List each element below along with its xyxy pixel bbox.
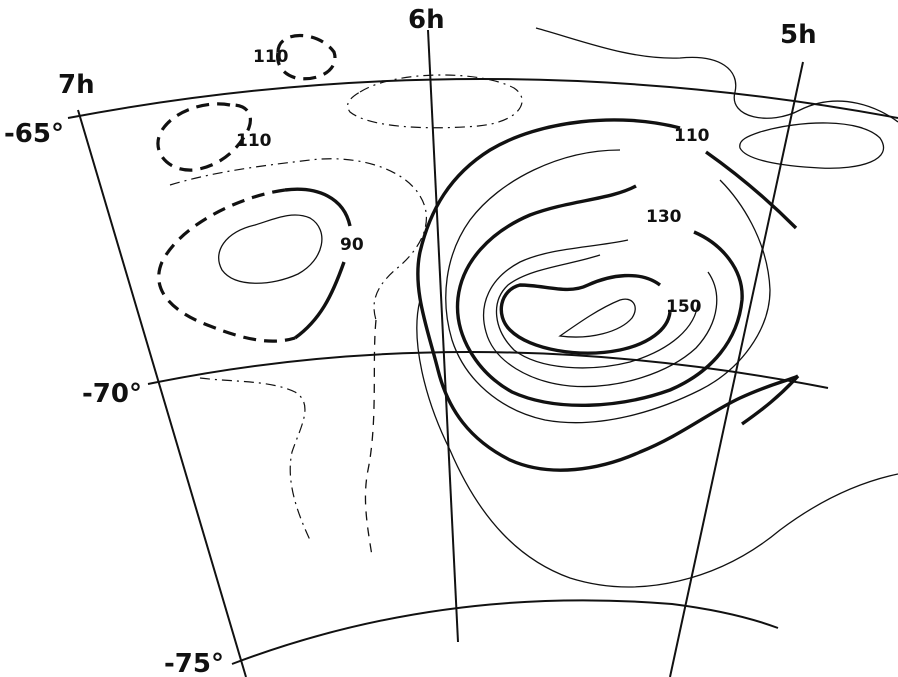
contour-110-main (416, 118, 799, 472)
contour-120 (445, 149, 771, 424)
coordinate-grid (67, 29, 898, 677)
contour-110-lower-right (741, 374, 800, 426)
contour-left-descend (364, 319, 377, 557)
dec-label-minus75: -75° (164, 649, 224, 677)
ra-label-5h: 5h (780, 20, 817, 50)
contour-lower-left (199, 377, 311, 541)
dec-line-minus65 (67, 78, 898, 119)
axis-labels: 7h 6h 5h -65° -70° -75° (4, 5, 817, 677)
contour-150 (499, 273, 672, 355)
contour-upper-right-loop (739, 122, 885, 169)
contours (156, 27, 898, 588)
ra-line-6h (427, 29, 459, 643)
contour-broad (416, 299, 898, 588)
contour-top-oval (347, 74, 523, 129)
contour-110-top (276, 33, 337, 81)
contour-140a (482, 239, 718, 388)
dec-label-minus70: -70° (82, 379, 142, 409)
contour-label-130: 130 (646, 207, 682, 227)
ra-line-5h (669, 61, 804, 677)
dec-line-minus70 (147, 350, 829, 389)
dec-line-minus75 (231, 599, 779, 665)
ra-line-7h (77, 109, 247, 677)
contour-110-left (156, 102, 252, 172)
contour-110-right (705, 150, 798, 230)
contour-130 (455, 184, 744, 408)
contour-upper-right-1 (535, 27, 898, 123)
contour-low-inner (218, 214, 323, 284)
contour-90-solid-right (294, 261, 346, 340)
dec-label-minus65: -65° (4, 119, 64, 149)
contour-140b (495, 254, 699, 369)
contour-label-group: 110 110 90 110 130 150 (236, 47, 710, 317)
contour-label-110-main: 110 (674, 126, 710, 146)
contour-label-110-top: 110 (253, 47, 289, 67)
ra-label-7h: 7h (58, 70, 95, 100)
contour-left-open (169, 158, 427, 321)
contour-160 (558, 298, 636, 338)
contour-label-90: 90 (340, 235, 364, 255)
contour-90-solid-top (284, 187, 352, 227)
ra-label-6h: 6h (408, 5, 445, 35)
contour-90-dashed (157, 188, 296, 343)
contour-label-150: 150 (666, 297, 702, 317)
contour-label-110-left: 110 (236, 131, 272, 151)
